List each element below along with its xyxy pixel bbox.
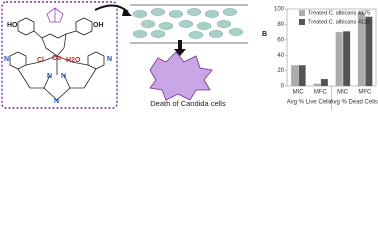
cell [196, 22, 212, 30]
bar [298, 65, 306, 86]
legend-swatch [299, 19, 305, 25]
x-tick-label: MIC [337, 90, 349, 96]
y-tick-label: 40 [277, 53, 284, 59]
cell [186, 8, 202, 16]
bar [365, 16, 373, 87]
cell [216, 20, 232, 28]
cell [158, 22, 174, 30]
bar [357, 12, 365, 86]
caption: Death of Candida cells [150, 99, 226, 108]
atom: HO [7, 22, 18, 29]
atom: H2O [66, 57, 81, 64]
cell [228, 28, 244, 36]
atom: N [61, 73, 66, 80]
cell [132, 10, 148, 18]
cell-cartoon [130, 4, 248, 101]
atom: N [107, 56, 112, 63]
x-tick-label: MFC [358, 90, 372, 96]
cell [140, 20, 156, 28]
bar [291, 65, 299, 86]
cell [150, 8, 166, 16]
y-tick-label: 100 [274, 7, 285, 13]
figure: HO OH N Cl Co H2O N N N N Death of Candi… [1, 1, 378, 110]
group-label: Avg % Dead Cells [330, 100, 378, 106]
group-label: Avg % Live Cells [287, 100, 332, 106]
y-tick-label: 80 [277, 22, 284, 28]
y-tick-label: 20 [277, 68, 284, 74]
bar [320, 79, 328, 86]
cell [150, 30, 166, 38]
legend-label: Treated C. albicans 4175 [308, 10, 370, 16]
cell [168, 10, 184, 18]
bar [335, 32, 343, 86]
cell [132, 30, 148, 38]
x-tick-label: MFC [314, 90, 328, 96]
x-tick-label: MIC [293, 90, 305, 96]
cell [178, 20, 194, 28]
panel-label: B [262, 31, 267, 38]
legend-label: Treated C. albicans 4122 [308, 19, 370, 25]
atom: Co [52, 55, 61, 62]
atom: OH [93, 22, 104, 29]
legend-swatch [299, 10, 305, 16]
cell [208, 30, 224, 38]
arrow-head [122, 8, 132, 16]
atom: Cl [37, 57, 44, 64]
cell [204, 10, 220, 18]
bar [313, 83, 321, 86]
cell [188, 31, 204, 39]
cell [222, 8, 238, 16]
bar [343, 31, 351, 86]
atom: N [54, 98, 59, 105]
y-tick-label: 0 [281, 84, 285, 90]
y-tick-label: 60 [277, 37, 284, 43]
atom: N [4, 56, 9, 63]
atom: N [47, 73, 52, 80]
structure [1, 1, 118, 109]
arrow [94, 4, 129, 13]
